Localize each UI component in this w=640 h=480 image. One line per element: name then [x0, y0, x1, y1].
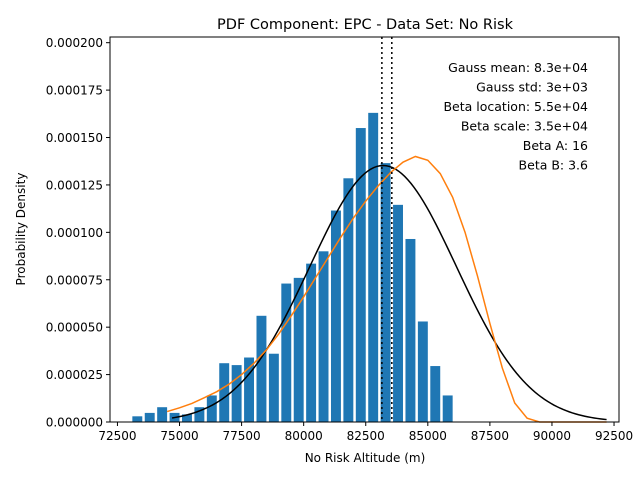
histogram-bar [430, 366, 441, 422]
x-axis-label: No Risk Altitude (m) [305, 451, 426, 465]
histogram-bar [157, 407, 168, 422]
y-tick-label: 0.000125 [46, 178, 103, 192]
y-tick-label: 0.000000 [46, 416, 103, 430]
histogram-bar [417, 321, 428, 422]
histogram-bars [132, 112, 453, 423]
stats-annotations: Gauss mean: 8.3e+04 Gauss std: 3e+03 Beta … [443, 60, 588, 173]
histogram-bar [368, 112, 379, 423]
histogram-bar [306, 263, 317, 422]
histogram-bar [194, 407, 205, 422]
x-tick-label: 85000 [409, 429, 447, 443]
histogram-bar [144, 412, 155, 422]
histogram-bar [343, 178, 354, 422]
histogram-bar [405, 238, 416, 422]
vertical-lines [381, 37, 393, 422]
stat-annotation: Gauss mean: 8.3e+04 [448, 60, 588, 75]
y-tick-label: 0.000075 [46, 273, 103, 287]
histogram-bar [355, 128, 366, 422]
histogram-bar [231, 365, 242, 422]
stat-annotation: Beta location: 5.5e+04 [443, 99, 588, 114]
x-tick-label: 80000 [285, 429, 323, 443]
x-tick-label: 72500 [98, 429, 136, 443]
histogram-bar [268, 353, 279, 422]
histogram-bar [442, 395, 453, 422]
chart-title: PDF Component: EPC - Data Set: No Risk [217, 17, 514, 33]
histogram-bar [206, 395, 217, 422]
beta-curve [166, 155, 607, 423]
histogram-bar [182, 414, 192, 422]
x-tick-label: 92500 [595, 429, 633, 443]
y-tick-label: 0.000175 [46, 84, 103, 98]
histogram-bar [293, 277, 304, 422]
stat-annotation: Beta B: 3.6 [519, 158, 588, 173]
histogram-bar [244, 357, 255, 422]
stat-annotation: Beta A: 16 [523, 138, 588, 153]
y-tick-label: 0.000025 [46, 368, 103, 382]
gaussian-curve [171, 164, 607, 421]
histogram-bar [132, 416, 143, 422]
y-axis-label: Probability Density [14, 173, 28, 286]
histogram-bar [281, 283, 292, 422]
stat-annotation: Gauss std: 3e+03 [476, 80, 588, 95]
plot-frame [109, 36, 620, 423]
y-tick-label: 0.000050 [46, 321, 103, 335]
density-curves [166, 155, 607, 423]
x-tick-label: 90000 [533, 429, 571, 443]
x-tick-label: 77500 [223, 429, 261, 443]
x-tick-label: 82500 [347, 429, 385, 443]
histogram-bar [318, 251, 329, 422]
y-axis: 0.000000 0.000025 0.000050 0.000075 0.000100… [46, 36, 110, 430]
y-tick-label: 0.000200 [46, 36, 103, 50]
histogram-bar [380, 163, 391, 422]
x-axis: 72500 75000 77500 80000 82500 85000 87500 90000… [98, 422, 633, 443]
y-tick-label: 0.000150 [46, 131, 103, 145]
x-tick-label: 87500 [471, 429, 509, 443]
y-tick-label: 0.000100 [46, 226, 103, 240]
histogram-bar [330, 210, 341, 422]
x-tick-label: 75000 [160, 429, 198, 443]
histogram-bar [393, 204, 403, 422]
histogram-bar [256, 315, 267, 422]
histogram-bar [219, 363, 230, 422]
stat-annotation: Beta scale: 3.5e+04 [461, 119, 588, 134]
